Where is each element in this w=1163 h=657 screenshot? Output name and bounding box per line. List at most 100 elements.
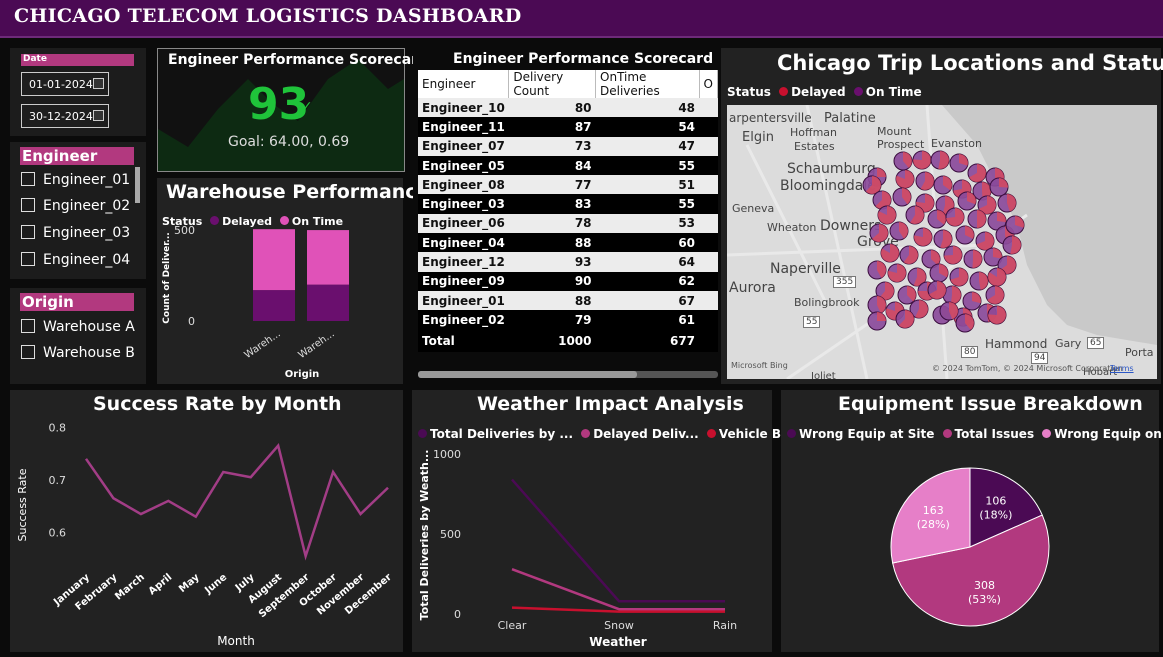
table-row[interactable]: Engineer_03 83 55	[418, 194, 718, 214]
engineer-option-04[interactable]: Engineer_04	[21, 252, 130, 268]
trip-marker-delayed-slice	[896, 170, 914, 188]
kpi-card[interactable]: Engineer Performance Scorecard 93 ✓ Goal…	[157, 48, 428, 172]
table-row[interactable]: Engineer_04 88 60	[418, 233, 718, 253]
end-date-input[interactable]: 30-12-2024	[21, 104, 109, 128]
slicer-scrollbar[interactable]	[135, 167, 140, 203]
ontime-cell: 47	[595, 136, 700, 156]
table-scrollbar[interactable]	[418, 371, 718, 378]
overflow-cell	[699, 310, 718, 330]
legend-title: Status	[162, 215, 203, 228]
weather-tick-label: Snow	[604, 619, 634, 632]
table-row[interactable]: Engineer_11 87 54	[418, 117, 718, 137]
checkbox[interactable]	[21, 198, 35, 212]
success-chart-title: Success Rate by Month	[93, 393, 342, 415]
checkbox[interactable]	[21, 225, 35, 239]
trip-marker-delayed-slice	[972, 292, 981, 304]
engineer-cell: Engineer_01	[418, 290, 509, 311]
delivery-count-cell: 77	[508, 175, 596, 195]
origin-slicer-label: Origin	[20, 293, 134, 311]
x-axis-label: Origin	[285, 369, 320, 380]
bar-ontime	[307, 230, 349, 285]
header-bar: CHICAGO TELECOM LOGISTICS DASHBOARD	[0, 0, 1163, 38]
overflow-cell	[699, 213, 718, 234]
bar-ontime	[253, 229, 295, 291]
place-label: Elgin	[742, 130, 774, 145]
trip-marker-delayed-slice	[903, 152, 912, 168]
table-row[interactable]: Engineer_08 77 51	[418, 175, 718, 195]
col-engineer[interactable]: Engineer	[418, 70, 510, 98]
col-ontime[interactable]: OnTime Deliveries	[595, 70, 700, 98]
overflow-cell	[699, 271, 718, 291]
start-date-input[interactable]: 01-01-2024	[21, 72, 109, 96]
kpi-title: Engineer Performance Scorecard	[168, 52, 429, 68]
trip-marker-delayed-slice	[877, 168, 886, 177]
weather-series-line	[511, 568, 725, 611]
trip-marker-delayed-slice	[976, 232, 994, 251]
calendar-icon[interactable]	[93, 78, 104, 89]
weather-series-line	[511, 478, 725, 603]
engineer-cell: Engineer_12	[418, 252, 509, 272]
delivery-count-cell: 73	[508, 136, 596, 156]
place-label: Aurora	[729, 280, 776, 296]
table-row[interactable]: Engineer_09 90 62	[418, 271, 718, 291]
trip-marker-delayed-slice	[903, 246, 918, 264]
trip-marker-delayed-slice	[978, 196, 996, 214]
checkbox[interactable]	[21, 345, 35, 359]
y-tick-label: 500	[174, 224, 195, 237]
engineer-option-03[interactable]: Engineer_03	[21, 225, 130, 241]
trip-marker-delayed-slice	[910, 206, 924, 224]
warehouse-performance-chart[interactable]: Warehouse Performance Status Delayed On …	[157, 178, 429, 384]
bar-delayed	[307, 284, 349, 321]
map-view[interactable]: arpentersville Palatine Elgin Hoffman Es…	[727, 105, 1157, 379]
ontime-cell: 48	[595, 98, 700, 118]
engineer-option-01[interactable]: Engineer_01	[21, 172, 130, 188]
col-more[interactable]: O	[699, 70, 719, 98]
table-row[interactable]: Engineer_10 80 48	[418, 98, 718, 118]
table-row[interactable]: Engineer_12 93 64	[418, 252, 718, 272]
end-date-value: 30-12-2024	[29, 110, 93, 123]
calendar-icon[interactable]	[93, 110, 104, 121]
success-rate-chart[interactable]: Success Rate by Month 0.8 0.7 0.6 January Fe…	[10, 390, 403, 652]
checkbox[interactable]	[21, 252, 35, 266]
place-label: Prospect	[877, 138, 925, 151]
scroll-thumb[interactable]	[418, 371, 637, 378]
pie-percent-label: (53%)	[968, 593, 1001, 606]
engineer-option-02[interactable]: Engineer_02	[21, 198, 130, 214]
trip-marker-delayed-slice	[1010, 236, 1021, 254]
overflow-cell	[699, 155, 718, 176]
engineer-cell: Engineer_06	[418, 213, 509, 234]
table-row[interactable]: Engineer_06 78 53	[418, 213, 718, 234]
place-label: Gary	[1055, 337, 1082, 350]
total-cell: 1000	[508, 329, 596, 352]
road-shield: 94	[1031, 352, 1049, 364]
table-row[interactable]: Engineer_02 79 61	[418, 310, 718, 330]
checkbox[interactable]	[21, 319, 35, 333]
trip-marker-delayed-slice	[913, 268, 926, 286]
trip-marker-delayed-slice	[899, 222, 908, 239]
ontime-cell: 64	[595, 252, 700, 272]
table-row[interactable]: Engineer_05 84 55	[418, 155, 718, 176]
ontime-cell: 62	[595, 271, 700, 291]
equipment-issue-chart[interactable]: Equipment Issue Breakdown Wrong Equip at…	[781, 390, 1163, 652]
place-label: arpentersville	[729, 111, 812, 125]
trip-marker-delayed-slice	[907, 286, 916, 302]
engineer-cell: Engineer_04	[418, 233, 509, 253]
kpi-goal: Goal: 64.00, 0.69	[228, 134, 350, 150]
table-row[interactable]: Engineer_07 73 47	[418, 136, 718, 156]
engineer-cell: Engineer_09	[418, 271, 509, 291]
legend-delayed: Delayed Deliv...	[593, 427, 699, 441]
table-title: Engineer Performance Scorecard	[453, 51, 714, 67]
col-delivery-count[interactable]: Delivery Count	[508, 70, 597, 98]
engineer-cell: Engineer_02	[418, 310, 509, 330]
trip-marker-delayed-slice	[898, 310, 914, 328]
trip-marker-delayed-slice	[1007, 194, 1017, 212]
origin-option-b[interactable]: Warehouse B	[21, 345, 135, 361]
map-terms-link[interactable]: Terms	[1110, 364, 1134, 373]
weather-impact-chart[interactable]: Weather Impact Analysis Total Deliveries…	[412, 390, 817, 652]
table-row[interactable]: Engineer_01 88 67	[418, 290, 718, 311]
map-copyright: © 2024 TomTom, © 2024 Microsoft Corporat…	[932, 364, 1123, 373]
delivery-count-cell: 78	[508, 213, 596, 234]
checkbox[interactable]	[21, 172, 35, 186]
weather-chart-title: Weather Impact Analysis	[477, 393, 744, 415]
origin-option-a[interactable]: Warehouse A	[21, 319, 135, 335]
